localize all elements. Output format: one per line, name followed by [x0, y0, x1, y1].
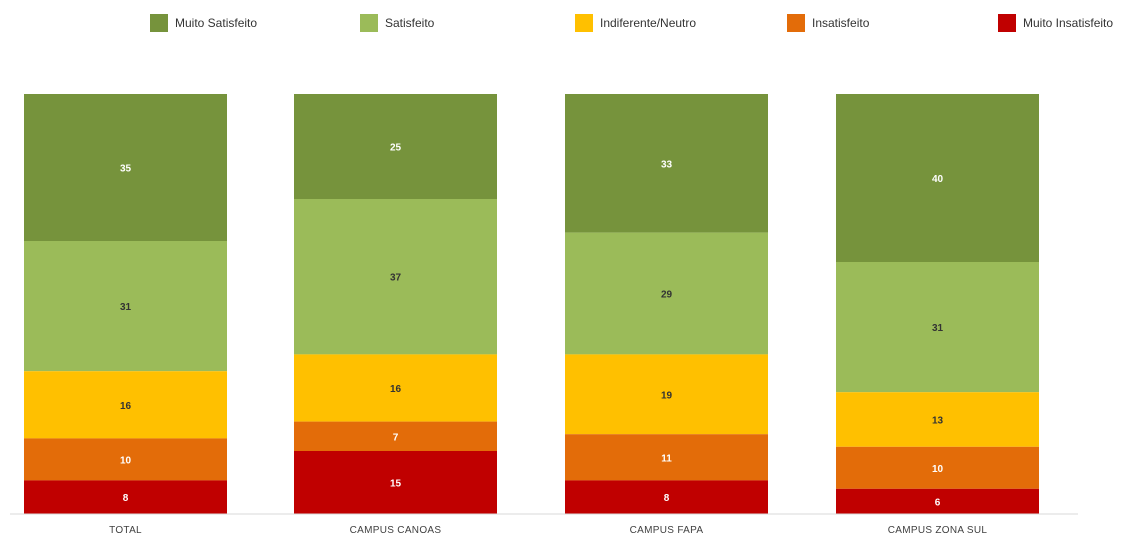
- legend-swatch-satisfeito: [360, 14, 378, 32]
- bar-segment-total-muito-insatisfeito: [24, 480, 227, 514]
- data-label-campus-fapa-indiferente-neutro: 19: [661, 390, 673, 401]
- data-label-campus-fapa-muito-satisfeito: 33: [661, 159, 673, 170]
- legend-swatch-muito-insatisfeito: [998, 14, 1016, 32]
- bar-segment-campus-canoas-satisfeito: [294, 199, 497, 355]
- data-label-campus-fapa-satisfeito: 29: [661, 290, 673, 301]
- legend-swatch-insatisfeito: [787, 14, 805, 32]
- bar-segment-campus-zona-sul-satisfeito: [836, 262, 1039, 393]
- bar-segment-campus-zona-sul-insatisfeito: [836, 446, 1039, 489]
- legend-swatch-muito-satisfeito: [150, 14, 168, 32]
- legend-label-muito-insatisfeito: Muito Insatisfeito: [1023, 16, 1113, 30]
- data-label-campus-canoas-insatisfeito: 7: [393, 432, 399, 443]
- data-label-campus-zona-sul-insatisfeito: 10: [932, 464, 944, 475]
- bar-segment-campus-canoas-muito-satisfeito: [294, 94, 497, 199]
- bar-segment-campus-zona-sul-muito-satisfeito: [836, 94, 1039, 262]
- legend-item-muito-satisfeito: Muito Satisfeito: [150, 14, 257, 32]
- data-label-campus-zona-sul-muito-insatisfeito: 6: [935, 497, 941, 508]
- legend-item-satisfeito: Satisfeito: [360, 14, 435, 32]
- x-tick-label-campus-canoas: CAMPUS CANOAS: [350, 525, 442, 536]
- legend-label-satisfeito: Satisfeito: [385, 16, 435, 30]
- data-label-campus-zona-sul-muito-satisfeito: 40: [932, 174, 944, 185]
- bar-segment-campus-canoas-insatisfeito: [294, 421, 497, 451]
- legend-label-indiferente-neutro: Indiferente/Neutro: [600, 16, 696, 30]
- bar-segment-campus-fapa-satisfeito: [565, 232, 768, 355]
- data-label-total-muito-insatisfeito: 8: [123, 493, 129, 504]
- x-axis-labels: TOTAL CAMPUS CANOAS CAMPUS FAPA CAMPUS ZONA…: [109, 525, 987, 536]
- legend: Muito Satisfeito Satisfeito Indiferente/Ne…: [150, 14, 1113, 32]
- bar-segment-campus-fapa-insatisfeito: [565, 434, 768, 481]
- legend-label-muito-satisfeito: Muito Satisfeito: [175, 16, 257, 30]
- x-tick-label-campus-fapa: CAMPUS FAPA: [630, 525, 704, 536]
- bar-group-campus-zona-sul: 40 31 13 10 6: [836, 94, 1039, 514]
- data-label-campus-zona-sul-satisfeito: 31: [932, 323, 944, 334]
- bar-segment-campus-fapa-indiferente-neutro: [565, 354, 768, 435]
- data-label-total-insatisfeito: 10: [120, 455, 132, 466]
- data-label-total-indiferente-neutro: 16: [120, 401, 132, 412]
- legend-swatch-indiferente-neutro: [575, 14, 593, 32]
- data-label-campus-canoas-muito-insatisfeito: 15: [390, 479, 402, 490]
- data-label-campus-fapa-insatisfeito: 11: [661, 453, 672, 464]
- data-label-campus-canoas-satisfeito: 37: [390, 273, 402, 284]
- bar-segment-campus-canoas-indiferente-neutro: [294, 354, 497, 422]
- bar-segment-total-indiferente-neutro: [24, 371, 227, 439]
- bar-segment-campus-zona-sul-indiferente-neutro: [836, 392, 1039, 447]
- data-label-campus-canoas-indiferente-neutro: 16: [390, 384, 402, 395]
- data-label-campus-fapa-muito-insatisfeito: 8: [664, 493, 670, 504]
- data-label-total-muito-satisfeito: 35: [120, 164, 132, 175]
- bar-segment-total-insatisfeito: [24, 438, 227, 481]
- bar-segment-campus-fapa-muito-satisfeito: [565, 94, 768, 233]
- bar-group-campus-canoas: 25 37 16 7 15: [294, 94, 497, 514]
- bar-group-campus-fapa: 33 29 19 11 8: [565, 94, 768, 514]
- bar-segment-campus-fapa-muito-insatisfeito: [565, 480, 768, 514]
- bar-segment-campus-zona-sul-muito-insatisfeito: [836, 488, 1039, 514]
- data-label-campus-canoas-muito-satisfeito: 25: [390, 143, 402, 154]
- bar-segment-total-muito-satisfeito: [24, 94, 227, 241]
- bar-segment-total-satisfeito: [24, 241, 227, 372]
- legend-item-muito-insatisfeito: Muito Insatisfeito: [998, 14, 1113, 32]
- bars: 35 31 16 10 8 25 37 16 7 15 33 29 19 11 8 40 31 13 10 6: [24, 94, 1039, 514]
- legend-label-insatisfeito: Insatisfeito: [812, 16, 870, 30]
- x-tick-label-total: TOTAL: [109, 525, 142, 536]
- legend-item-insatisfeito: Insatisfeito: [787, 14, 870, 32]
- data-label-total-satisfeito: 31: [120, 302, 132, 313]
- bar-segment-campus-canoas-muito-insatisfeito: [294, 451, 497, 514]
- bar-group-total: 35 31 16 10 8: [24, 94, 227, 514]
- legend-item-indiferente-neutro: Indiferente/Neutro: [575, 14, 696, 32]
- data-label-campus-zona-sul-indiferente-neutro: 13: [932, 416, 944, 427]
- x-tick-label-campus-zona-sul: CAMPUS ZONA SUL: [888, 525, 988, 536]
